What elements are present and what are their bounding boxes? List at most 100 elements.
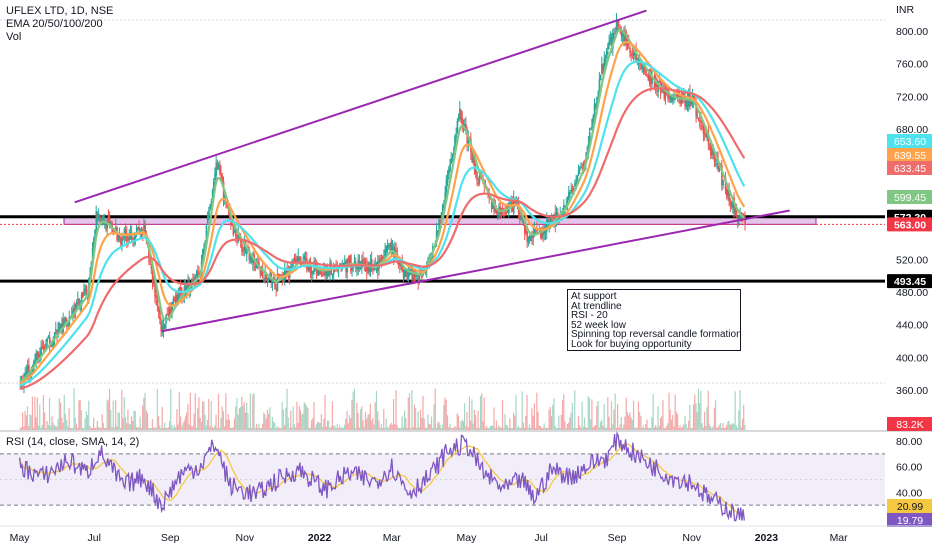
volume-bar (476, 428, 478, 430)
candle-body (733, 197, 735, 213)
volume-bar (743, 404, 745, 430)
volume-bar (46, 420, 48, 430)
volume-bar (129, 424, 131, 430)
volume-bar (232, 427, 234, 430)
candle-body (390, 241, 393, 251)
candle-body (718, 167, 721, 171)
analysis-note[interactable]: At support At trendline RSI - 20 52 week… (567, 289, 742, 351)
volume-bar (42, 395, 45, 430)
volume-bar (626, 411, 629, 430)
ema-indicator-label[interactable]: EMA 20/50/100/200 (6, 18, 103, 30)
volume-bar (295, 427, 297, 430)
candle-body (416, 276, 418, 278)
channel-upper-line (74, 9, 647, 204)
candle-body (554, 212, 557, 225)
volume-bar (557, 427, 559, 430)
volume-bar (298, 405, 300, 430)
candle-body (31, 369, 34, 374)
candle-body (263, 278, 265, 282)
candle-body (448, 169, 450, 176)
volume-bar (670, 419, 673, 430)
volume-bar (277, 427, 280, 430)
volume-bar (372, 417, 374, 430)
candle-body (173, 297, 176, 302)
volume-bar (149, 427, 151, 430)
volume-bar (40, 427, 42, 430)
volume-bar (451, 427, 453, 430)
candle-body (640, 62, 642, 70)
volume-bar (639, 411, 641, 430)
candle-body (118, 234, 121, 239)
candle-body (275, 288, 278, 290)
candle-body (171, 302, 173, 315)
volume-bar (61, 417, 63, 430)
candle-body (254, 265, 257, 269)
current-price-badge (887, 217, 932, 232)
y-tick-label: 720.00 (896, 91, 928, 103)
candle-body (41, 346, 44, 349)
volume-bar (559, 428, 561, 430)
candle-body (53, 332, 56, 340)
candle-body (164, 324, 166, 329)
volume-bar (142, 405, 144, 430)
volume-bar (139, 416, 141, 430)
volume-bar (47, 425, 49, 430)
candle-body (47, 336, 50, 338)
candle-body (214, 173, 216, 181)
volume-bar (83, 427, 85, 430)
channel-lower-line (161, 209, 790, 333)
candle-body (317, 269, 319, 275)
volume-bar (494, 427, 496, 430)
volume-label[interactable]: Vol (6, 31, 22, 43)
candle-body (50, 345, 52, 347)
candle-body (528, 236, 531, 239)
candle-body (128, 237, 131, 241)
candle-body (602, 66, 604, 71)
volume-bar (522, 422, 524, 430)
volume-bar (222, 411, 225, 430)
volume-bar (397, 427, 400, 430)
volume-bar (286, 388, 288, 430)
candle-body (35, 353, 38, 361)
candle-body (548, 220, 551, 230)
candle-body (290, 266, 292, 268)
note-line: Spinning top reversal candle formation (571, 329, 742, 341)
volume-bar (466, 411, 468, 430)
volume-bar (148, 427, 150, 430)
volume-bar (520, 427, 522, 430)
candle-body (406, 271, 409, 280)
volume-bar (258, 423, 260, 430)
volume-bar (203, 401, 205, 430)
rsi-indicator-label[interactable]: RSI (14, close, SMA, 14, 2) (6, 436, 140, 448)
note-line: Look for buying opportunity (571, 338, 692, 350)
volume-bar (535, 428, 537, 430)
volume-bar (532, 415, 534, 430)
candle-body (144, 223, 147, 236)
candle-body (108, 218, 111, 225)
volume-bar (558, 415, 560, 430)
candle-body (506, 211, 509, 213)
candle-body (623, 33, 625, 42)
volume-bar (512, 412, 515, 430)
candle-body (130, 233, 133, 240)
candle-body (645, 68, 647, 77)
volume-bar (564, 421, 566, 430)
volume-bar (271, 417, 273, 430)
candle-body (325, 269, 328, 276)
volume-bar (596, 405, 598, 430)
volume-bar (610, 401, 613, 430)
candle-body (203, 249, 205, 252)
volume-bar (350, 418, 352, 430)
volume-bar (394, 424, 396, 430)
candle-body (366, 264, 368, 272)
volume-bar (28, 425, 30, 430)
candle-body (631, 54, 634, 56)
volume-bar (434, 388, 436, 430)
candle-body (170, 307, 172, 315)
volume-bar (29, 414, 31, 430)
symbol-label[interactable]: UFLEX LTD, 1D, NSE (6, 5, 114, 17)
volume-bar (90, 427, 92, 430)
candle-body (460, 110, 462, 119)
